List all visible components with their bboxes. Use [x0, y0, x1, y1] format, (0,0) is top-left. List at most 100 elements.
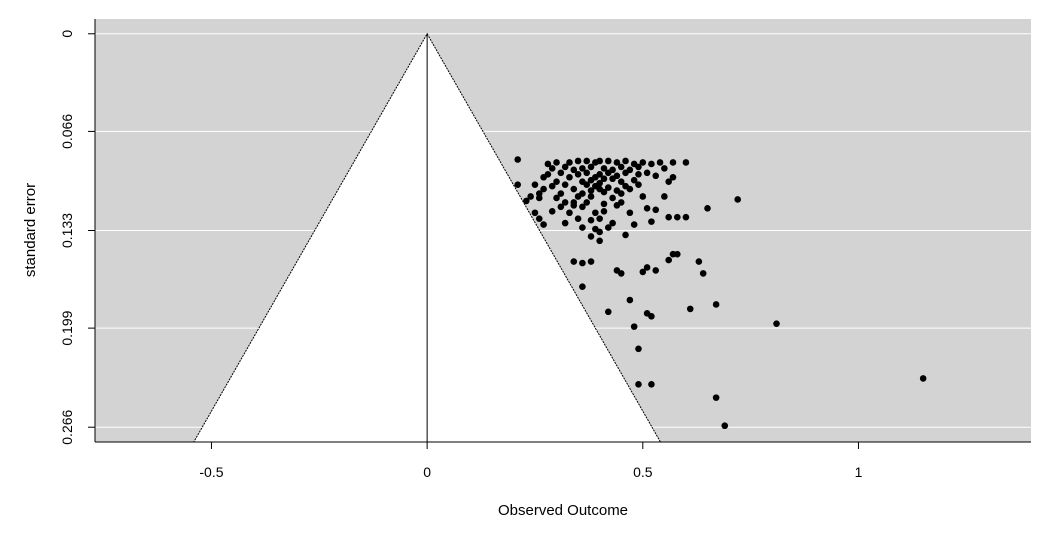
data-point: [548, 182, 556, 190]
data-point: [609, 194, 616, 202]
data-point: [540, 173, 547, 181]
y-tick-label: 0.133: [59, 213, 75, 248]
data-point: [622, 157, 629, 165]
data-point: [600, 200, 608, 208]
data-point: [579, 259, 586, 267]
data-point: [661, 193, 668, 200]
data-point: [721, 422, 729, 430]
data-point: [557, 190, 565, 197]
data-point: [596, 215, 603, 222]
data-point: [604, 184, 612, 191]
data-point: [540, 185, 547, 193]
data-point: [561, 181, 569, 188]
data-point: [613, 202, 621, 209]
data-point: [600, 165, 608, 172]
data-point: [579, 165, 586, 172]
data-point: [566, 159, 573, 166]
data-point: [626, 296, 634, 304]
data-points: [514, 156, 927, 430]
data-point: [635, 345, 642, 353]
data-point: [648, 312, 655, 320]
data-point: [639, 268, 647, 276]
data-point: [548, 165, 556, 172]
data-point: [630, 323, 638, 330]
y-tick-label: 0.066: [59, 114, 75, 149]
data-point: [553, 194, 560, 202]
data-point: [639, 159, 647, 166]
data-point: [579, 283, 586, 291]
data-point: [587, 233, 595, 240]
data-point: [617, 163, 625, 171]
data-point: [583, 169, 591, 177]
data-point: [531, 181, 539, 188]
data-point: [648, 381, 655, 388]
data-point: [639, 193, 647, 200]
data-point: [635, 181, 642, 188]
data-point: [643, 169, 651, 177]
data-point: [665, 178, 672, 185]
data-point: [609, 219, 616, 227]
x-axis-title: Observed Outcome: [498, 502, 628, 519]
data-point: [669, 159, 677, 166]
data-point: [540, 221, 547, 228]
data-point: [665, 213, 672, 221]
data-point: [712, 301, 720, 308]
data-point: [622, 169, 629, 177]
data-point: [643, 264, 651, 271]
data-point: [630, 176, 638, 184]
data-point: [600, 175, 608, 183]
data-point: [587, 176, 595, 184]
data-point: [570, 185, 578, 193]
data-point: [704, 205, 711, 212]
data-point: [648, 218, 655, 225]
data-point: [652, 172, 660, 180]
data-point: [604, 169, 612, 177]
data-point: [635, 163, 642, 171]
data-point: [665, 256, 672, 264]
data-point: [570, 258, 578, 265]
data-point: [712, 394, 720, 401]
data-point: [583, 157, 591, 165]
data-point: [695, 258, 703, 265]
data-point: [626, 209, 634, 217]
data-point: [669, 173, 677, 181]
data-point: [570, 202, 578, 209]
data-point: [630, 221, 638, 228]
data-point: [561, 199, 569, 206]
y-tick-label: 0.199: [59, 310, 75, 345]
data-point: [587, 187, 595, 194]
data-point: [557, 169, 565, 177]
x-tick-label: 0: [423, 464, 431, 480]
x-tick-label: 0.5: [633, 464, 653, 480]
data-point: [587, 258, 595, 265]
data-point: [734, 196, 741, 203]
data-point: [566, 209, 573, 217]
data-point: [648, 160, 655, 168]
data-point: [699, 270, 707, 277]
data-point: [617, 190, 625, 197]
data-point: [652, 206, 660, 214]
data-point: [596, 237, 603, 245]
data-point: [587, 193, 595, 200]
data-point: [682, 159, 690, 166]
data-point: [613, 159, 621, 166]
data-point: [635, 170, 642, 178]
data-point: [643, 205, 651, 212]
data-point: [604, 308, 612, 316]
data-point: [574, 157, 582, 165]
data-point: [604, 157, 612, 165]
data-point: [574, 170, 582, 178]
data-point: [656, 159, 664, 166]
data-point: [682, 213, 690, 221]
data-point: [583, 199, 591, 206]
data-point: [523, 197, 530, 205]
data-point: [561, 163, 569, 171]
data-point: [635, 381, 642, 388]
data-point: [544, 160, 552, 168]
data-point: [600, 188, 608, 196]
data-point: [626, 185, 634, 193]
data-point: [566, 173, 573, 181]
data-point: [557, 203, 565, 211]
data-point: [514, 156, 522, 163]
